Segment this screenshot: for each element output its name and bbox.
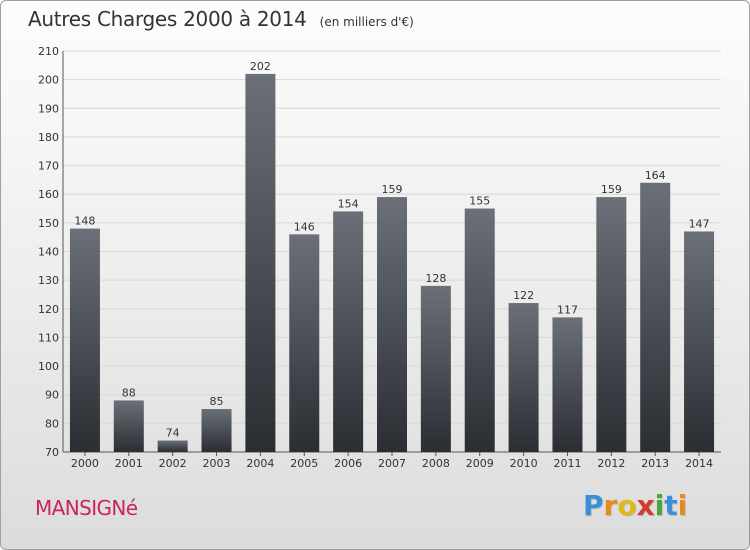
x-tick-label-2004: 2004 <box>246 457 274 470</box>
x-tick-label-2011: 2011 <box>553 457 581 470</box>
x-tick-label-2006: 2006 <box>334 457 362 470</box>
x-tick-label-2008: 2008 <box>422 457 450 470</box>
y-tick-label: 100 <box>38 360 59 373</box>
logo-letter: o <box>617 489 637 522</box>
x-tick-label-2007: 2007 <box>378 457 406 470</box>
title-row: Autres Charges 2000 à 2014 (en milliers … <box>28 7 414 31</box>
bar-2013 <box>640 182 671 452</box>
bar-2006 <box>333 211 364 452</box>
label-layer: 148 88 74 85 202 146 154 159 128 155 122 117 159 164 1… <box>74 60 709 440</box>
logo-letter: r <box>603 489 618 522</box>
y-tick-label: 130 <box>38 274 59 287</box>
bar-2008 <box>420 285 451 452</box>
data-label-2013: 164 <box>645 169 666 182</box>
y-tick-label: 90 <box>45 389 59 402</box>
logo-letter: t <box>664 489 678 522</box>
logo-letter: P <box>583 489 604 522</box>
data-label-2014: 147 <box>689 217 710 230</box>
y-tick-label: 70 <box>45 446 59 459</box>
data-label-2008: 128 <box>425 272 446 285</box>
x-tick-label-2001: 2001 <box>115 457 143 470</box>
x-tick-label-2012: 2012 <box>597 457 625 470</box>
x-tick-label-2013: 2013 <box>641 457 669 470</box>
bar-2001 <box>113 400 144 452</box>
data-label-2007: 159 <box>382 183 403 196</box>
x-tick-label-2002: 2002 <box>159 457 187 470</box>
y-tick-label: 120 <box>38 303 59 316</box>
x-tick-label-2005: 2005 <box>290 457 318 470</box>
y-tick-label: 80 <box>45 417 59 430</box>
commune-name: MANSIGNé <box>35 496 138 520</box>
x-tick-label-2014: 2014 <box>685 457 713 470</box>
x-tick-label-2003: 2003 <box>203 457 231 470</box>
chart-subtitle: (en milliers d'€) <box>319 15 414 29</box>
data-label-2004: 202 <box>250 60 271 73</box>
data-label-2012: 159 <box>601 183 622 196</box>
data-label-2005: 146 <box>294 220 315 233</box>
data-label-2001: 88 <box>122 386 136 399</box>
proxiti-logo: Proxiti <box>583 489 687 522</box>
bar-2002 <box>157 440 188 452</box>
logo-letter: i <box>654 489 665 522</box>
y-tick-label: 200 <box>38 74 59 87</box>
data-label-2000: 148 <box>74 215 95 228</box>
bar-2014 <box>684 231 715 452</box>
x-tick-label-2009: 2009 <box>466 457 494 470</box>
data-label-2010: 122 <box>513 289 534 302</box>
data-label-2011: 117 <box>557 303 578 316</box>
bar-2009 <box>464 208 495 452</box>
y-tick-label: 150 <box>38 217 59 230</box>
bar-2003 <box>201 409 232 452</box>
y-tick-label: 170 <box>38 160 59 173</box>
data-label-2003: 85 <box>210 395 224 408</box>
bar-2004 <box>245 73 276 453</box>
y-tick-label: 110 <box>38 331 59 344</box>
y-tick-label: 190 <box>38 102 59 115</box>
data-label-2006: 154 <box>338 197 359 210</box>
y-tick-label: 160 <box>38 188 59 201</box>
bar-2012 <box>596 197 627 452</box>
bar-2011 <box>552 317 583 452</box>
logo-letter: x <box>636 489 655 522</box>
y-tick-label: 140 <box>38 246 59 259</box>
x-tick-label-2000: 2000 <box>71 457 99 470</box>
y-tick-label: 210 <box>38 45 59 58</box>
bar-layer <box>69 73 715 453</box>
bar-2000 <box>69 228 100 452</box>
bar-2010 <box>508 303 539 452</box>
x-tick-label-2010: 2010 <box>510 457 538 470</box>
y-tick-label: 180 <box>38 131 59 144</box>
bar-2007 <box>377 197 407 452</box>
bar-2005 <box>289 234 320 452</box>
data-label-2002: 74 <box>166 427 180 440</box>
logo-letter: i <box>677 489 688 522</box>
chart-title: Autres Charges 2000 à 2014 <box>28 7 307 31</box>
data-label-2009: 155 <box>469 195 490 208</box>
